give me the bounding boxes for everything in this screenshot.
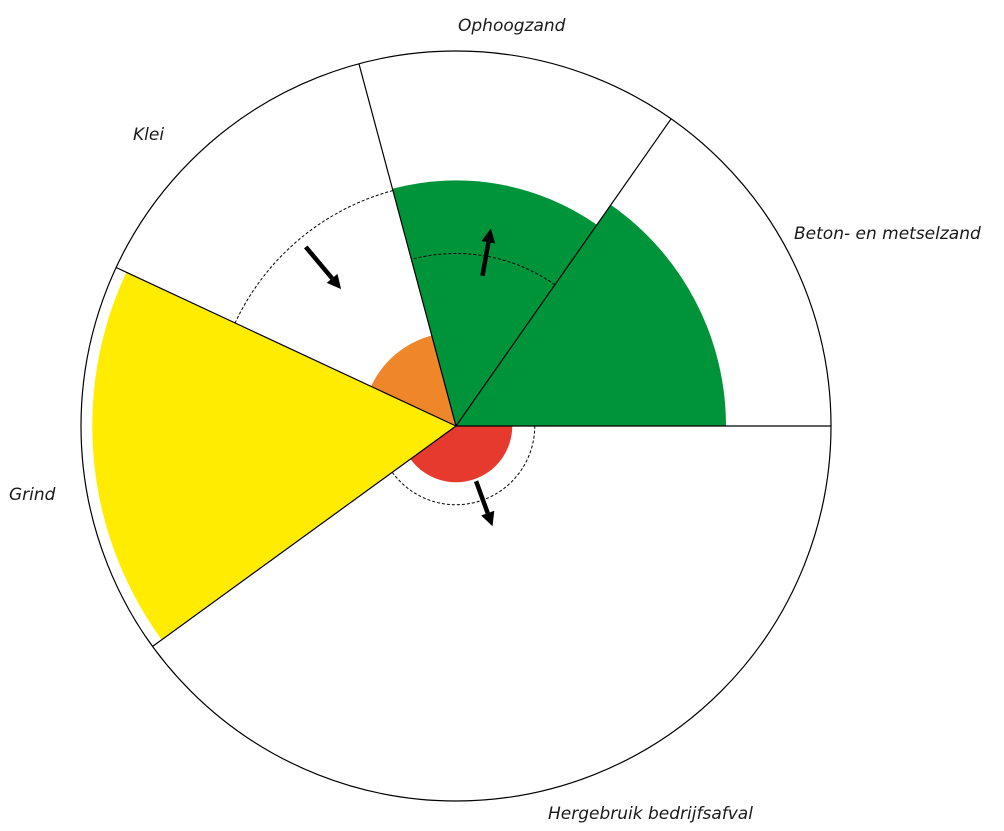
divider-line bbox=[115, 266, 457, 427]
trend-arrow-hergebruik-bedrijfsafval-icon bbox=[473, 480, 495, 527]
reference-arc-klei bbox=[234, 190, 394, 324]
sector-hergebruik-bedrijfsafval bbox=[410, 426, 513, 483]
label-hergebruik-bedrijfsafval: Hergebruik bedrijfsafval bbox=[548, 804, 753, 824]
label-grind: Grind bbox=[9, 485, 56, 505]
divider-line bbox=[358, 63, 457, 427]
divider-line bbox=[152, 425, 457, 647]
divider-line bbox=[455, 118, 672, 427]
trend-arrows bbox=[304, 228, 496, 527]
label-klei: Klei bbox=[133, 125, 164, 145]
sector-fills bbox=[92, 180, 726, 640]
sector-beton-en-metselzand bbox=[456, 204, 726, 426]
sector-klei bbox=[371, 335, 456, 426]
outer-circle bbox=[80, 50, 832, 802]
sector-ophoogzand bbox=[392, 180, 597, 426]
trend-arrow-klei-icon bbox=[304, 245, 342, 290]
label-ophoogzand: Ophoogzand bbox=[458, 16, 566, 36]
trend-arrow-ophoogzand-icon bbox=[480, 228, 496, 277]
label-beton-en-metselzand: Beton- en metselzand bbox=[794, 224, 981, 244]
sector-grind bbox=[92, 272, 456, 640]
sector-dividers bbox=[115, 63, 831, 647]
